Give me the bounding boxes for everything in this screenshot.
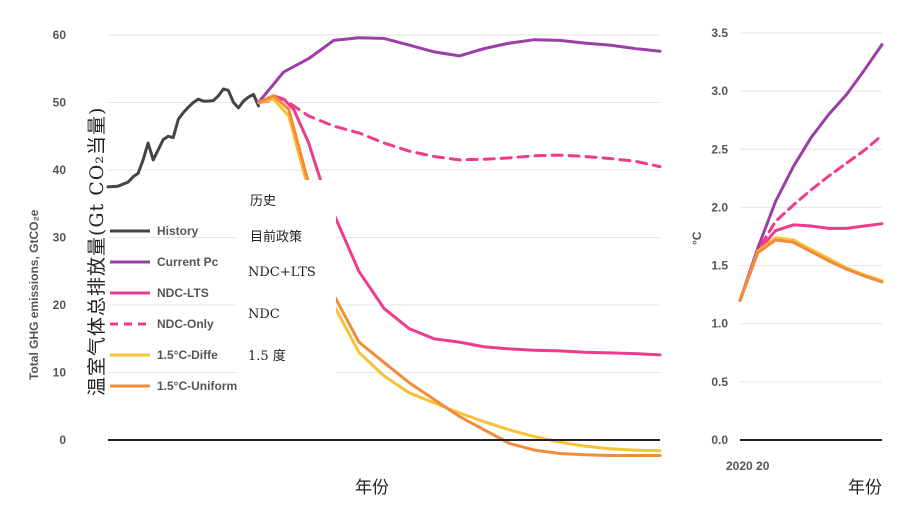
left-y-tick-label: 10 (53, 366, 67, 380)
left-y-tick-label: 0 (59, 433, 66, 447)
legend-cn-label-5: 1.5 度 (248, 348, 286, 364)
right-y-tick-label: 2.0 (711, 200, 728, 214)
legend: History Current Pc NDC-LTS NDC-Only 1.5°C-Di… (110, 224, 237, 393)
right-y-tick-label: 3.5 (711, 26, 728, 40)
right-y-tick-label: 2.5 (711, 142, 728, 156)
right-y-tick-label: 1.0 (711, 317, 728, 331)
left-series-current-pc (257, 36, 662, 104)
right-series-1-5-c-diffe (738, 236, 884, 302)
left-y-tick-label: 20 (53, 298, 67, 312)
right-xlabel: 年份 (848, 478, 882, 498)
right-series-lines (738, 43, 884, 302)
left-series-ndc-only (257, 97, 662, 169)
left-ylabel-en: Total GHG emissions, GtCO₂e (27, 209, 41, 380)
legend-label-history: History (157, 224, 199, 238)
right-series-ndc-only (738, 133, 884, 302)
right-series-1-5-c-uniform (738, 238, 884, 302)
legend-cn-label-4: NDC (248, 307, 280, 322)
right-gridlines (740, 32, 882, 383)
legend-cn-label-1: 历史 (250, 194, 276, 209)
left-series-ndc-lts (257, 94, 662, 357)
left-y-tick-labels: 60 50 40 30 20 10 0 (53, 28, 67, 447)
legend-cn-label-2: 目前政策 (250, 229, 302, 245)
left-y-tick-label: 60 (53, 28, 67, 42)
left-gridlines (108, 34, 660, 373)
legend-cn-label-3: NDC+LTS (248, 265, 316, 280)
legend-label-ndc-only: NDC-Only (157, 317, 214, 331)
right-x-tick-label: 2020 20 (726, 459, 770, 473)
left-y-tick-label: 30 (53, 231, 67, 245)
right-y-tick-label: 0.0 (711, 433, 728, 447)
legend-label-current-pc: Current Pc (157, 255, 219, 269)
legend-label-1-5-c-uniform: 1.5°C-Uniform (157, 379, 237, 393)
legend-label-ndc-lts: NDC-LTS (157, 286, 209, 300)
chinese-legend-overlay-box (236, 180, 336, 380)
right-y-tick-labels: 3.5 3.0 2.5 2.0 1.5 1.0 0.5 0.0 (711, 26, 728, 447)
temperature-chart: 3.5 3.0 2.5 2.0 1.5 1.0 0.5 0.0 °C 2020 20 年份 (690, 26, 884, 498)
right-series-ndc-lts (738, 222, 884, 302)
right-ylabel: °C (690, 231, 704, 245)
right-y-tick-label: 1.5 (711, 259, 728, 273)
right-y-tick-label: 3.0 (711, 84, 728, 98)
left-y-tick-label: 50 (53, 96, 67, 110)
left-series-history (106, 87, 260, 189)
left-ylabel-cn: 温室气体总排放量(Gt CO₂当量) (86, 107, 108, 396)
right-y-tick-label: 0.5 (711, 375, 728, 389)
legend-label-1-5-c-diffe: 1.5°C-Diffe (157, 348, 218, 362)
left-y-tick-label: 40 (53, 163, 67, 177)
left-xlabel: 年份 (355, 478, 389, 498)
right-series-current-pc (738, 43, 884, 302)
